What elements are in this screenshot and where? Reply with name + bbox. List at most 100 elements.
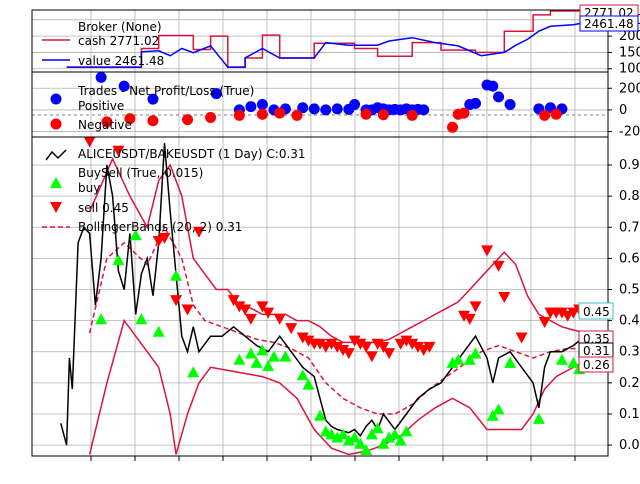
positive-trade-marker: [470, 97, 482, 109]
sell-marker: [383, 348, 396, 360]
trades-markers: [95, 71, 568, 133]
negative-trade-marker: [182, 114, 194, 126]
trades-y-ticks: -200 0 200: [608, 81, 640, 140]
buy-marker: [314, 409, 326, 421]
value-tag: 2461.48: [584, 17, 634, 31]
positive-trade-marker: [147, 93, 159, 105]
trades-legend: Trades - Net Profit/Loss (True) Positive…: [50, 84, 254, 132]
negative-trade-marker: [101, 116, 113, 128]
sell-marker: [423, 341, 436, 353]
sell-marker: [492, 260, 505, 272]
sell-marker: [181, 304, 194, 316]
positive-trade-marker: [118, 80, 130, 92]
buy-marker: [233, 353, 246, 365]
positive-trade-marker: [297, 102, 309, 114]
buy-marker: [394, 434, 407, 446]
x-axis-ticks: [90, 456, 576, 461]
sell-marker: [411, 341, 424, 353]
sell-marker: [555, 307, 568, 319]
negative-trade-marker: [550, 108, 562, 120]
buy-marker: [262, 359, 275, 371]
bollinger-legend-label: BollingerBands (20, 2) 0.31: [78, 220, 242, 234]
buy-marker: [296, 369, 309, 381]
negative-trade-marker: [360, 108, 372, 120]
buy-marker: [532, 412, 545, 424]
close-price-line: [60, 143, 608, 446]
positive-trade-marker: [95, 71, 107, 83]
y-tick-label: 0.1: [619, 407, 640, 422]
sell-marker: [262, 307, 275, 319]
cash-line: [66, 10, 609, 68]
y-tick-label: 0.2: [619, 376, 640, 391]
broker-lines: [66, 10, 609, 68]
sell-marker: [469, 301, 482, 313]
sell-tag-box: [578, 302, 614, 320]
sell-marker: [538, 316, 551, 328]
negative-legend-label: Negative: [78, 118, 132, 132]
buy-marker: [256, 344, 269, 356]
sell-tag: 0.45: [583, 305, 610, 319]
value-tag-box: [579, 15, 639, 32]
negative-legend-marker: [50, 118, 62, 130]
bollinger-lower-line: [88, 318, 608, 456]
sell-marker: [158, 232, 171, 244]
sell-marker: [348, 335, 361, 347]
price-y-ticks: 0.0 0.1 0.2 0.3 0.4 0.5 0.6 0.7 0.8 0.9: [608, 158, 640, 453]
negative-trade-marker: [256, 108, 268, 120]
y-tick-label: -200: [619, 125, 640, 140]
negative-trade-marker: [205, 112, 217, 123]
negative-trade-marker: [274, 107, 286, 119]
sell-marker: [498, 292, 511, 304]
buy-marker: [555, 353, 568, 365]
sell-marker: [400, 335, 413, 347]
buy-legend-label: buy: [78, 181, 100, 195]
buy-marker: [383, 431, 396, 443]
positive-trade-marker: [331, 103, 343, 115]
broker-legend-title: Broker (None): [78, 20, 162, 34]
buy-marker: [463, 353, 476, 365]
positive-trade-marker: [210, 88, 222, 100]
negative-trade-marker: [446, 121, 458, 133]
value-legend-label: value 2461.48: [78, 54, 164, 68]
buy-marker: [388, 428, 401, 440]
sell-marker: [170, 295, 182, 307]
price-legend-swatch: [45, 149, 67, 161]
buy-marker: [244, 347, 257, 359]
broker-panel: 1000150020002500: [31, 9, 640, 77]
buy-marker: [354, 437, 367, 449]
buy-marker: [469, 347, 482, 359]
buy-marker: [187, 366, 200, 378]
y-tick-label: 0.3: [619, 345, 640, 360]
cash-legend-label: cash 2771.02: [78, 34, 159, 48]
buy-marker: [302, 378, 315, 390]
negative-trade-marker: [124, 113, 136, 125]
buy-marker: [342, 434, 355, 446]
positive-legend-label: Positive: [78, 99, 124, 113]
buy-marker: [567, 356, 580, 368]
sell-marker: [515, 332, 528, 344]
buy-marker: [446, 356, 459, 368]
sell-marker: [193, 226, 206, 238]
value-tags: 2771.02 2461.48 0.45 0.35 0.31 0.26: [578, 4, 639, 373]
sell-legend-marker: [50, 202, 62, 213]
y-tick-label: 0: [619, 103, 627, 118]
buy-marker: [267, 350, 280, 362]
sell-marker: [296, 332, 309, 344]
negative-trade-marker: [539, 109, 551, 121]
sell-marker: [354, 338, 367, 350]
negative-trade-marker: [377, 109, 389, 121]
buy-marker: [504, 356, 517, 368]
sell-marker: [360, 341, 373, 353]
price-panel: 0.0 0.1 0.2 0.3 0.4 0.5 0.6 0.7 0.8 0.9: [31, 136, 640, 457]
buy-marker: [129, 229, 142, 241]
y-tick-label: 0.7: [619, 220, 640, 235]
price-lines: [60, 143, 608, 456]
y-tick-label: 0.8: [619, 189, 640, 204]
bollinger-middle-line: [88, 225, 608, 415]
sell-marker: [331, 341, 344, 353]
buy-marker: [331, 431, 344, 443]
buy-marker: [170, 269, 182, 281]
buy-marker: [492, 403, 505, 415]
